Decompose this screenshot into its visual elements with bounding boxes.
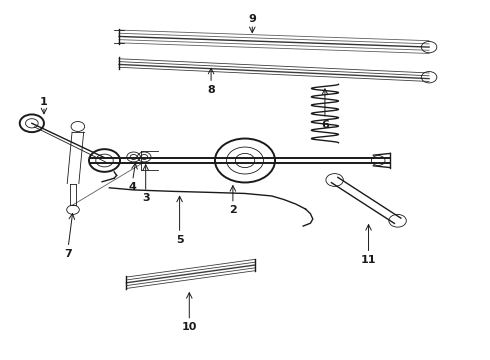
Text: 6: 6 bbox=[321, 120, 329, 130]
Text: 3: 3 bbox=[142, 193, 149, 203]
Text: 11: 11 bbox=[361, 255, 376, 265]
Text: 1: 1 bbox=[40, 97, 48, 107]
Text: 2: 2 bbox=[229, 205, 237, 215]
Text: 5: 5 bbox=[176, 235, 183, 244]
Text: 7: 7 bbox=[64, 249, 72, 259]
Text: 4: 4 bbox=[129, 182, 137, 192]
Text: 10: 10 bbox=[182, 322, 197, 332]
Text: 8: 8 bbox=[207, 85, 215, 95]
Text: 9: 9 bbox=[248, 14, 256, 24]
